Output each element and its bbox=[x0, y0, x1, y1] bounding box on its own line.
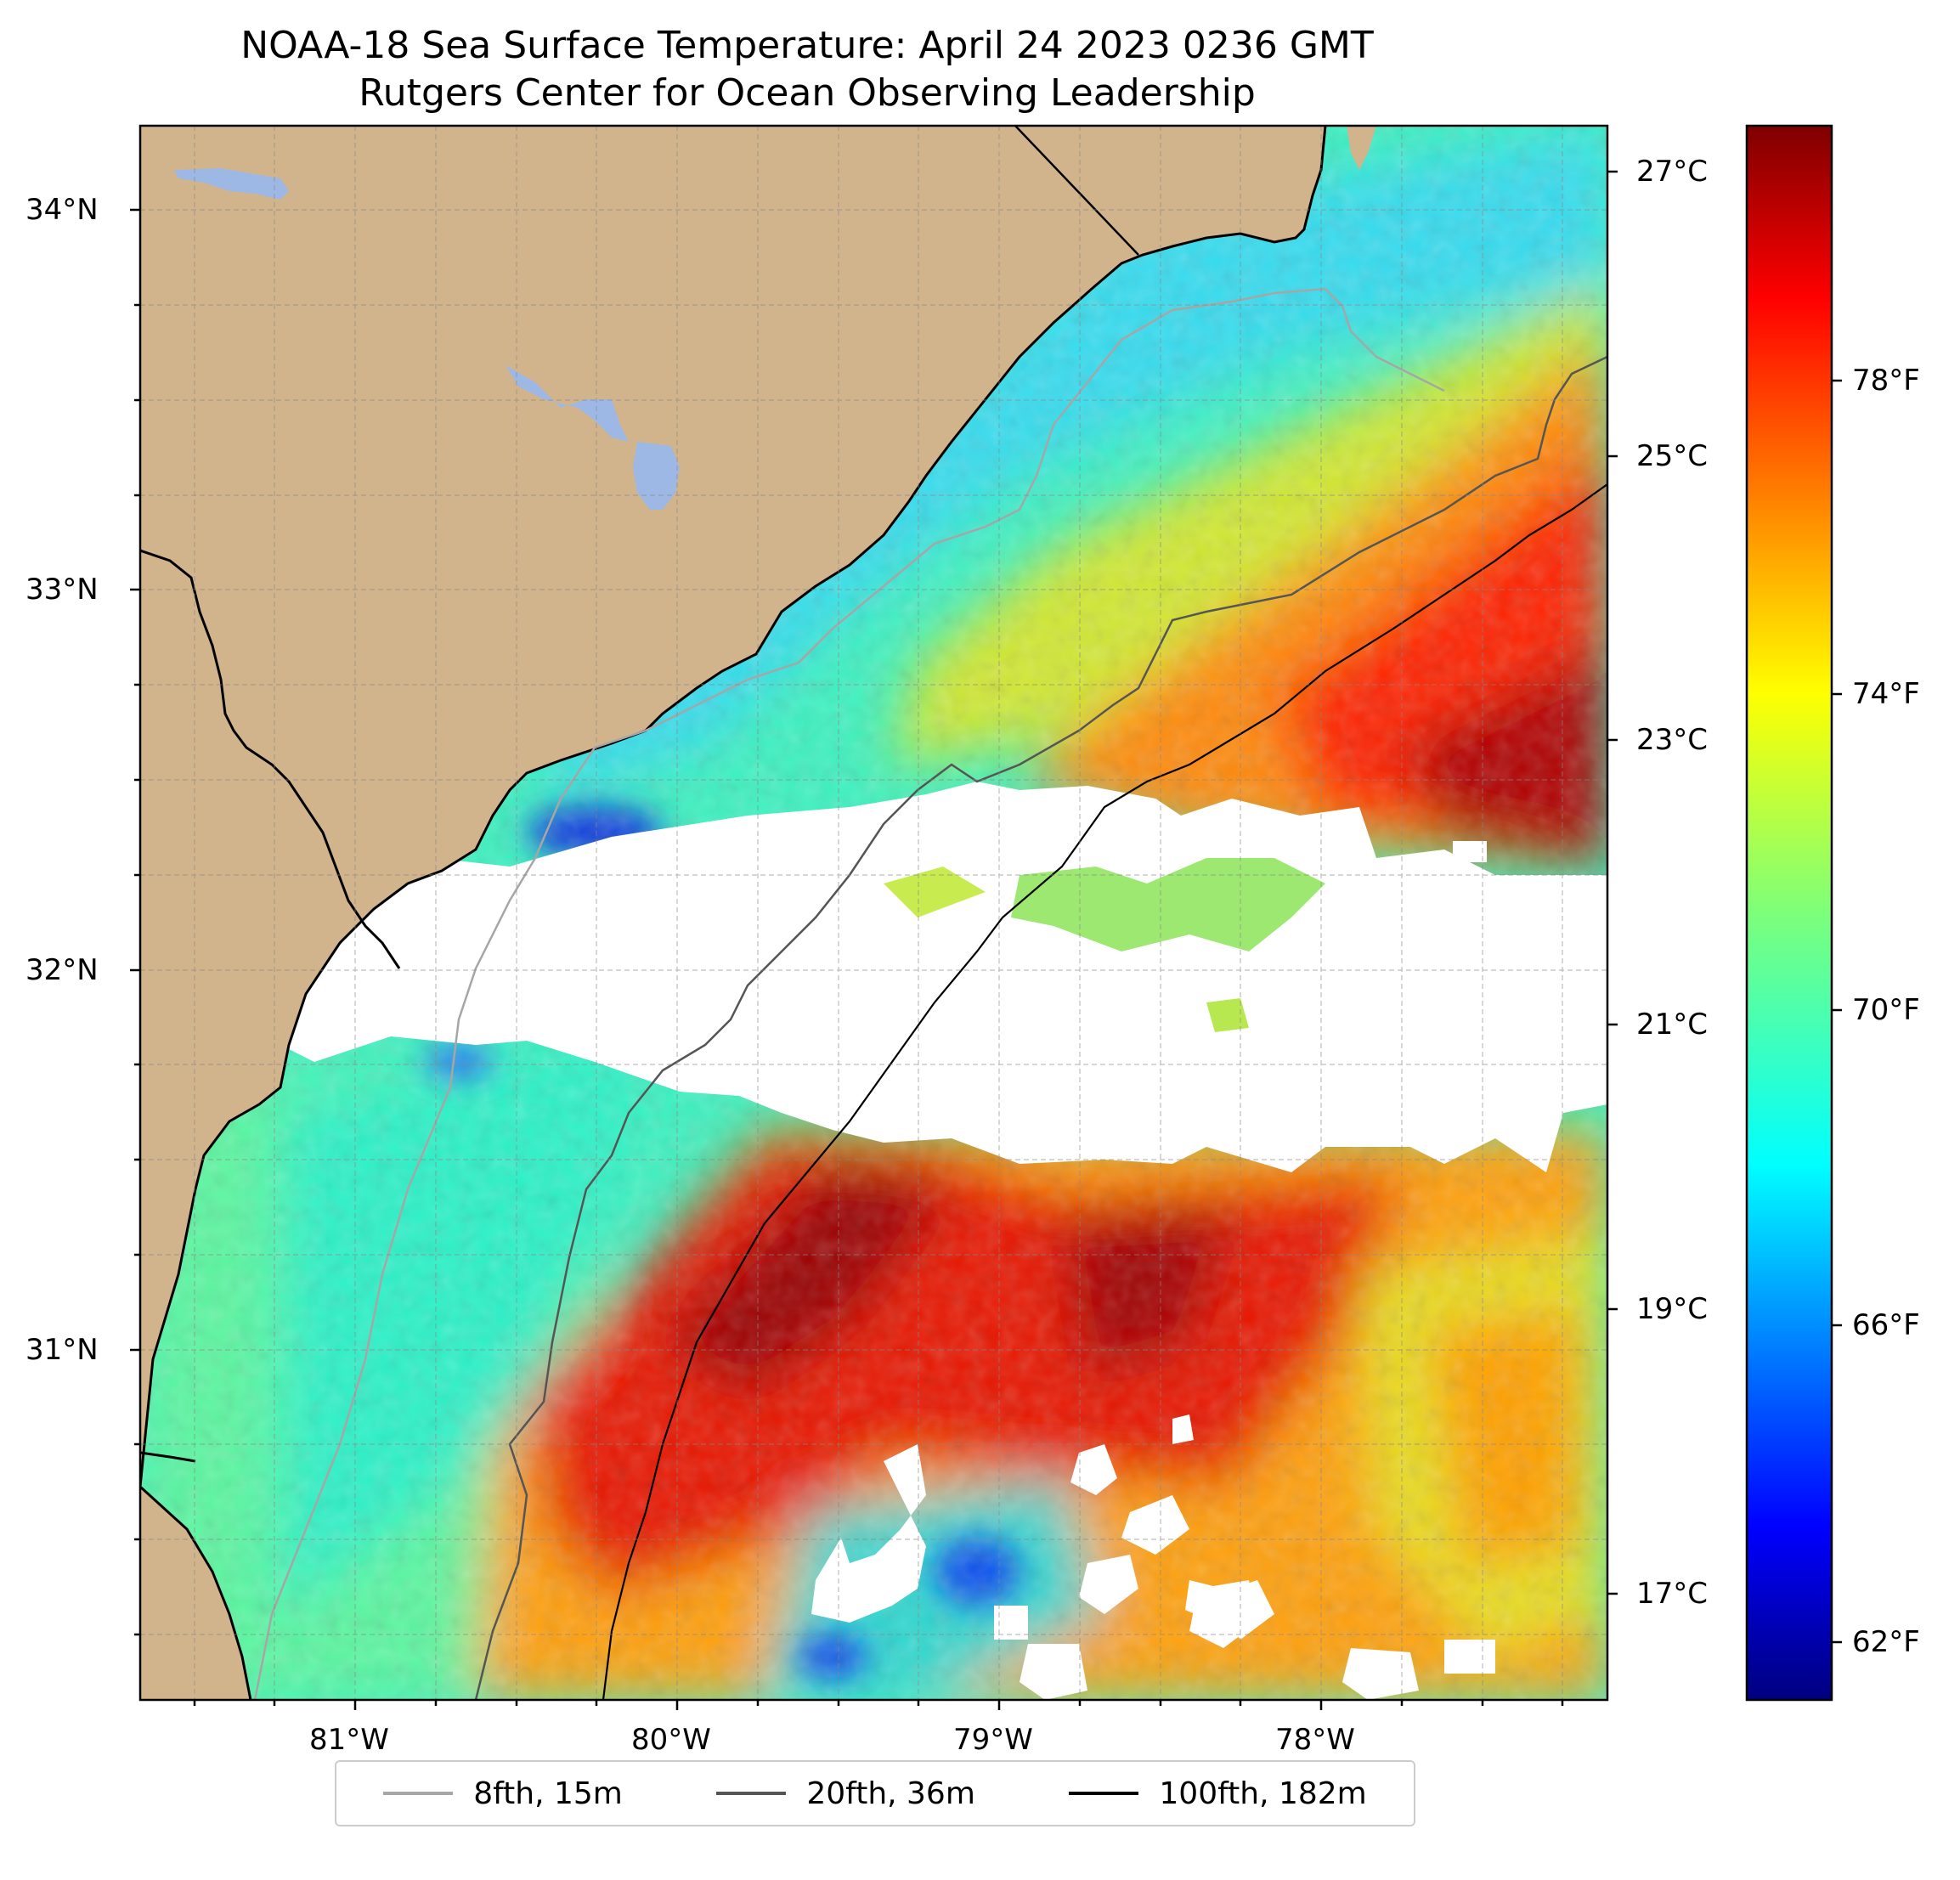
fahrenheit-tick-62: 62°F bbox=[1852, 1625, 1920, 1659]
state-border-sc-ga bbox=[140, 549, 401, 969]
isobath-100fth bbox=[602, 483, 1607, 1700]
cloud-gap-patch-3 bbox=[1206, 998, 1249, 1032]
lat-tick-31n: 31°N bbox=[25, 1333, 99, 1367]
lon-tick-81w: 81°W bbox=[309, 1723, 389, 1757]
celsius-tick-19: 19°C bbox=[1636, 1292, 1709, 1326]
legend-item-100fth: 100fth, 182m bbox=[1069, 1776, 1367, 1811]
land-outer-banks bbox=[1347, 126, 1376, 170]
lon-tick-80w: 80°W bbox=[631, 1723, 711, 1757]
map-area bbox=[140, 126, 1607, 1700]
fahrenheit-tick-66: 66°F bbox=[1852, 1308, 1920, 1342]
lon-tick-79w: 79°W bbox=[953, 1723, 1033, 1757]
celsius-tick-23: 23°C bbox=[1636, 723, 1709, 757]
celsius-tick-27: 27°C bbox=[1636, 155, 1709, 189]
legend-swatch-100fth bbox=[1069, 1792, 1139, 1795]
lakes bbox=[174, 168, 680, 510]
state-border-ga-fl bbox=[140, 1451, 196, 1463]
cloud-gap-patch bbox=[1011, 858, 1325, 951]
land-mainland bbox=[140, 126, 1325, 1487]
lat-tick-33n: 33°N bbox=[25, 573, 99, 607]
coastline-south bbox=[140, 1485, 252, 1700]
gridlines bbox=[140, 126, 1607, 1700]
land-south bbox=[140, 1487, 251, 1700]
legend-label-20fth: 20fth, 36m bbox=[806, 1776, 975, 1811]
lon-tick-78w: 78°W bbox=[1275, 1723, 1355, 1757]
isobath-8fth bbox=[253, 287, 1445, 1700]
celsius-tick-17: 17°C bbox=[1636, 1577, 1709, 1611]
legend-swatch-20fth bbox=[716, 1792, 787, 1795]
coastline bbox=[140, 126, 1327, 1488]
chart-title: NOAA-18 Sea Surface Temperature: April 2… bbox=[240, 24, 1374, 67]
colorbar-gradient bbox=[1747, 126, 1832, 1700]
colorbar-frame bbox=[1745, 124, 1833, 1702]
cloud-gap-patch-2 bbox=[884, 867, 986, 917]
legend-label-8fth: 8fth, 15m bbox=[473, 1776, 623, 1811]
fahrenheit-tick-78: 78°F bbox=[1852, 364, 1920, 398]
legend-label-100fth: 100fth, 182m bbox=[1159, 1776, 1367, 1811]
lat-tick-32n: 32°N bbox=[25, 953, 99, 987]
isobath-legend: 8fth, 15m 20fth, 36m 100fth, 182m bbox=[335, 1760, 1415, 1826]
map-frame bbox=[138, 124, 1609, 1702]
axis-ticks bbox=[130, 170, 1618, 1710]
chart-subtitle: Rutgers Center for Ocean Observing Leade… bbox=[359, 71, 1256, 115]
state-border-nc-sc bbox=[1014, 126, 1139, 256]
celsius-tick-21: 21°C bbox=[1636, 1008, 1709, 1042]
lat-tick-34n: 34°N bbox=[25, 193, 99, 227]
legend-item-20fth: 20fth, 36m bbox=[716, 1776, 975, 1811]
legend-swatch-8fth bbox=[383, 1792, 454, 1795]
fahrenheit-tick-74: 74°F bbox=[1852, 677, 1920, 711]
colorbar-ticks bbox=[1832, 379, 1842, 1644]
legend-item-8fth: 8fth, 15m bbox=[383, 1776, 623, 1811]
fahrenheit-tick-70: 70°F bbox=[1852, 993, 1920, 1027]
celsius-tick-25: 25°C bbox=[1636, 439, 1709, 473]
isobath-20fth bbox=[474, 355, 1607, 1700]
